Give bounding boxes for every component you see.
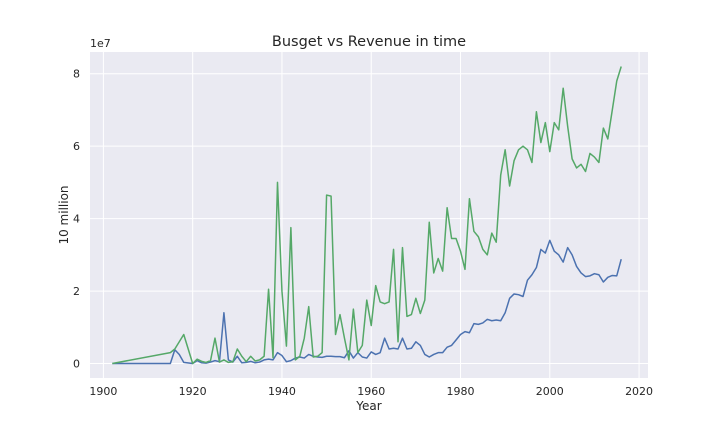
- x-axis-label: Year: [355, 399, 381, 413]
- x-tick-label: 2020: [625, 385, 653, 398]
- y-tick-label: 4: [73, 213, 80, 226]
- y-tick-label: 6: [73, 140, 80, 153]
- x-tick-label: 1920: [179, 385, 207, 398]
- y-axis-label: 10 million: [57, 185, 71, 244]
- plot-background: [90, 52, 648, 378]
- x-tick-label: 1960: [357, 385, 385, 398]
- y-tick-label: 0: [73, 358, 80, 371]
- y-tick-labels: 0 2 4 6 8: [73, 68, 80, 371]
- x-gridlines: [102, 52, 640, 378]
- chart-title: Busget vs Revenue in time: [272, 34, 466, 50]
- x-tick-labels: 1900 1920 1940 1960 1980 2000 2020: [89, 385, 653, 398]
- y-offset-label: 1e7: [90, 37, 111, 50]
- series-layer: [112, 66, 622, 365]
- x-tick-label: 1980: [447, 385, 475, 398]
- x-tick-label: 1940: [268, 385, 296, 398]
- y-tick-label: 8: [73, 68, 80, 81]
- x-tick-label: 1900: [89, 385, 117, 398]
- series-line-revenue: [112, 66, 622, 365]
- y-tick-label: 2: [73, 285, 80, 298]
- series-line-budget: [112, 239, 622, 365]
- x-tick-label: 2000: [536, 385, 564, 398]
- y-gridlines: [90, 73, 648, 365]
